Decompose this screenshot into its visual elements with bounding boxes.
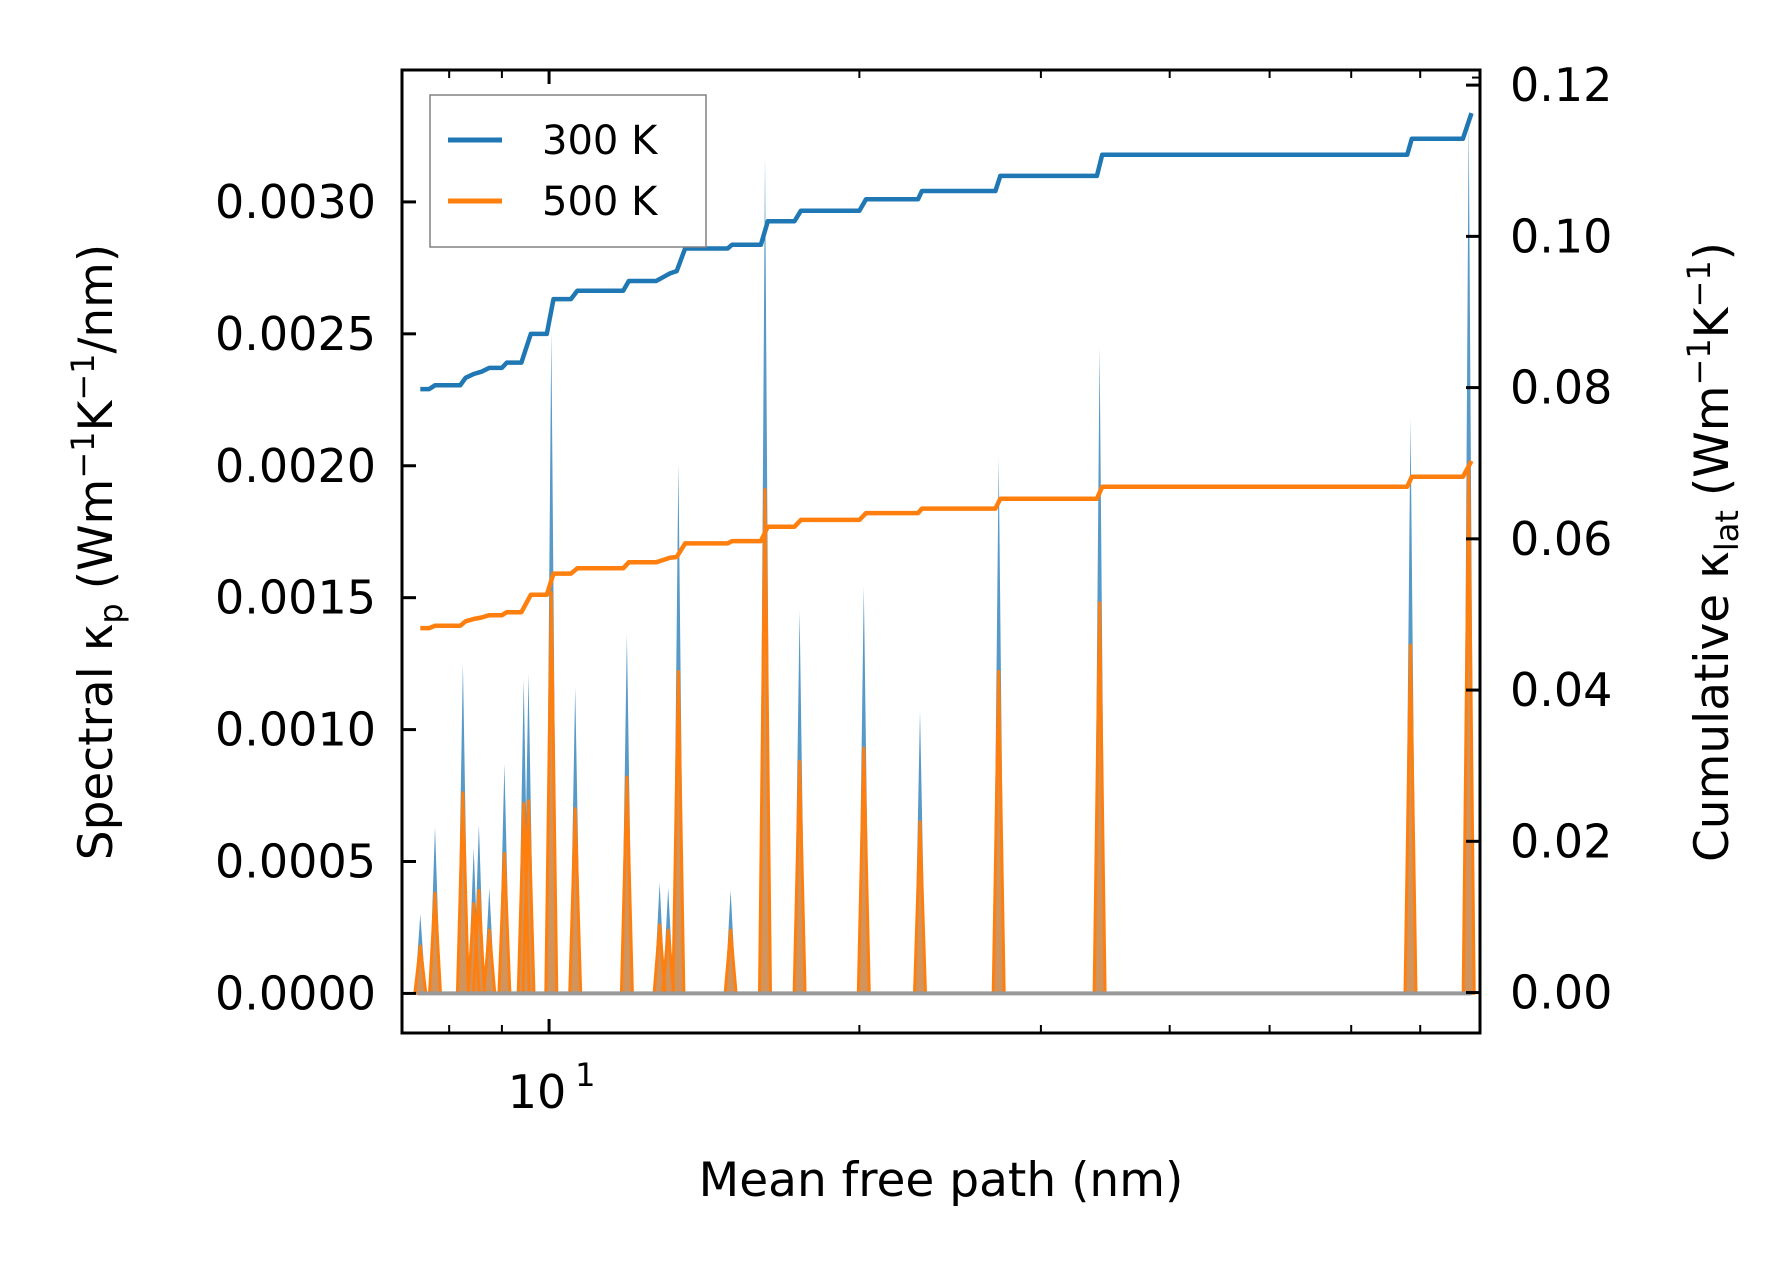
legend-label-300k: 300 K [542,118,659,164]
cumulative-line-300k [420,112,1474,392]
legend-box [429,94,707,248]
right-tick-label-4: 0.08 [1510,361,1612,415]
y-axis-label-left: Spectral κp(Wm−1K−1/nm) [64,244,130,861]
right-tick-label-1: 0.02 [1510,814,1612,868]
y-axis-label-right: Cumulative κlat(Wm−1K−1) [1680,242,1746,862]
x-tick-label-exponent-0: 1 [575,1056,595,1094]
right-tick-label-6: 0.12 [1510,58,1612,112]
tick-layer: 0.00000.00050.00100.00150.00200.00250.00… [215,58,1612,1119]
legend: 300 K 500 K [429,94,707,248]
left-tick-label-2: 0.0010 [215,703,376,757]
left-tick-label-1: 0.0005 [215,835,376,889]
left-tick-label-4: 0.0020 [215,439,376,493]
x-tick-label-0: 10 [508,1065,567,1119]
spectral-fill-layer [413,117,1476,996]
left-tick-label-5: 0.0025 [215,307,376,361]
right-tick-label-3: 0.06 [1510,512,1612,566]
right-tick-label-2: 0.04 [1510,663,1612,717]
cumulative-line-500k [420,459,1474,631]
left-tick-label-3: 0.0015 [215,571,376,625]
right-tick-label-0: 0.00 [1510,966,1612,1020]
x-axis-label: Mean free path (nm) [699,1153,1184,1208]
spectral-fill-500k [414,465,1475,994]
left-tick-label-0: 0.0000 [215,966,376,1020]
left-tick-label-6: 0.0030 [215,175,376,229]
legend-label-500k: 500 K [542,179,659,225]
right-tick-label-5: 0.10 [1510,209,1612,263]
series-lines-layer [420,112,1474,631]
plot-frame [400,68,1482,1035]
